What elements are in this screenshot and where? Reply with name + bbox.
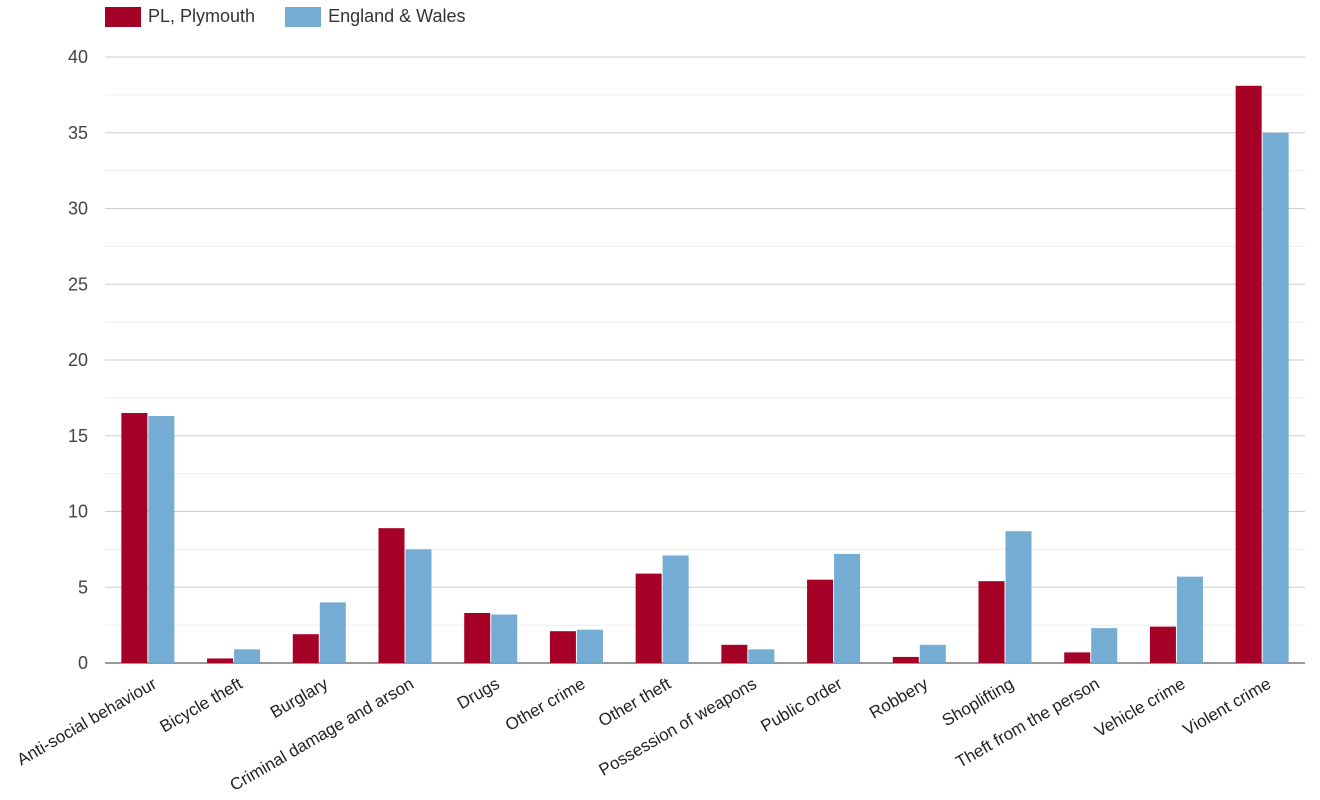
x-tick-label: Drugs bbox=[454, 674, 503, 713]
bar-plymouth[interactable] bbox=[464, 613, 491, 663]
bar-england-wales[interactable] bbox=[748, 649, 775, 663]
y-tick-label: 10 bbox=[68, 502, 88, 522]
bar-plymouth[interactable] bbox=[978, 581, 1005, 663]
bar-plymouth[interactable] bbox=[207, 658, 234, 663]
legend-item-plymouth[interactable]: PL, Plymouth bbox=[105, 6, 255, 27]
legend-swatch-plymouth bbox=[105, 6, 141, 27]
x-tick-label: Public order bbox=[758, 674, 846, 736]
bar-england-wales[interactable] bbox=[576, 629, 603, 663]
bar-plymouth[interactable] bbox=[635, 573, 662, 663]
bar-plymouth[interactable] bbox=[1064, 652, 1091, 663]
bar-england-wales[interactable] bbox=[1176, 576, 1203, 663]
bar-england-wales[interactable] bbox=[1262, 132, 1289, 663]
chart-legend: PL, Plymouth England & Wales bbox=[105, 6, 465, 27]
bar-england-wales[interactable] bbox=[1005, 531, 1032, 663]
y-tick-label: 40 bbox=[68, 47, 88, 67]
legend-swatch-england-wales bbox=[285, 6, 322, 27]
bar-england-wales[interactable] bbox=[919, 644, 946, 663]
bar-plymouth[interactable] bbox=[1235, 85, 1262, 663]
legend-item-england-wales[interactable]: England & Wales bbox=[285, 6, 465, 27]
y-tick-label: 20 bbox=[68, 350, 88, 370]
bar-england-wales[interactable] bbox=[405, 549, 432, 663]
y-tick-label: 35 bbox=[68, 123, 88, 143]
y-tick-label: 5 bbox=[78, 577, 88, 597]
x-tick-label: Other crime bbox=[502, 674, 588, 735]
x-tick-label: Shoplifting bbox=[939, 674, 1017, 730]
bar-plymouth[interactable] bbox=[292, 634, 319, 663]
x-tick-label: Bicycle theft bbox=[157, 674, 246, 736]
bar-plymouth[interactable] bbox=[1149, 626, 1176, 663]
x-tick-label: Burglary bbox=[267, 674, 332, 722]
x-tick-label: Violent crime bbox=[1180, 674, 1274, 739]
legend-label-plymouth: PL, Plymouth bbox=[148, 6, 256, 26]
bar-plymouth[interactable] bbox=[807, 579, 834, 663]
x-tick-label: Vehicle crime bbox=[1091, 674, 1188, 741]
x-tick-label: Other theft bbox=[595, 674, 674, 731]
bar-england-wales[interactable] bbox=[662, 555, 689, 663]
bar-plymouth[interactable] bbox=[121, 413, 148, 663]
bar-england-wales[interactable] bbox=[234, 649, 261, 663]
bar-plymouth[interactable] bbox=[721, 644, 748, 663]
bar-england-wales[interactable] bbox=[319, 602, 346, 663]
x-tick-label: Theft from the person bbox=[952, 674, 1102, 772]
bar-england-wales[interactable] bbox=[491, 614, 518, 663]
legend-label-england-wales: England & Wales bbox=[328, 6, 466, 26]
bar-plymouth[interactable] bbox=[892, 656, 919, 663]
bar-plymouth[interactable] bbox=[378, 528, 405, 663]
y-tick-label: 0 bbox=[78, 653, 88, 673]
bar-england-wales[interactable] bbox=[1091, 628, 1118, 663]
x-tick-label: Possession of weapons bbox=[596, 674, 760, 780]
y-tick-label: 15 bbox=[68, 426, 88, 446]
y-tick-label: 30 bbox=[68, 199, 88, 219]
x-tick-label: Robbery bbox=[866, 674, 932, 723]
bar-england-wales[interactable] bbox=[148, 416, 175, 663]
y-tick-label: 25 bbox=[68, 274, 88, 294]
bar-england-wales[interactable] bbox=[834, 553, 861, 663]
x-tick-label: Anti-social behaviour bbox=[14, 674, 160, 770]
bar-plymouth[interactable] bbox=[549, 631, 576, 663]
